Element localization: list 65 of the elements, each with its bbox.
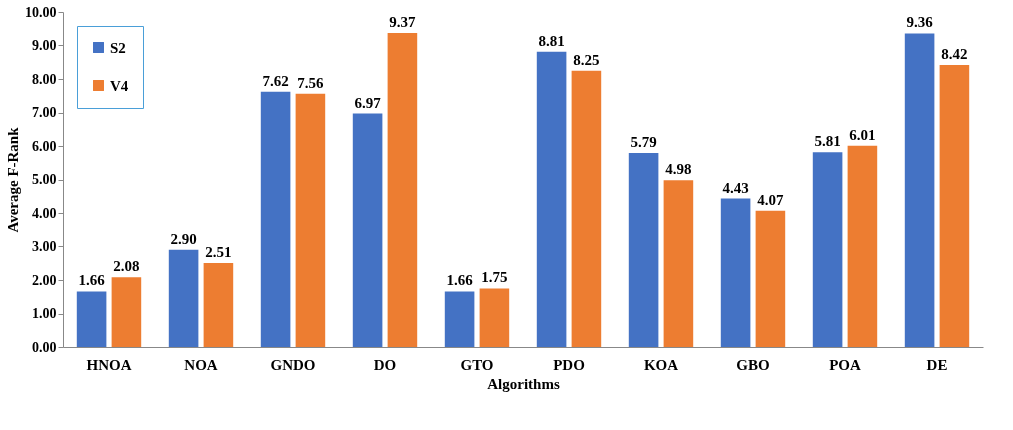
text: 8.81 (538, 32, 565, 49)
text: 5.81 (814, 133, 841, 150)
x-tick-label: GBO (736, 356, 770, 373)
y-tick-label: 8.00 (32, 71, 57, 87)
y-tick-label: 3.00 (32, 239, 57, 254)
x-tick-label: NOA (184, 356, 218, 373)
bar (536, 51, 567, 347)
x-tick-label: DO (373, 356, 397, 373)
bar (663, 180, 694, 347)
y-tick-label: 0.00 (32, 339, 57, 355)
y-tick-label: 7.00 (32, 105, 57, 120)
text: 4.98 (665, 161, 692, 178)
text: 2.08 (113, 258, 140, 275)
y-axis-title: Average F-Rank (5, 126, 21, 233)
bar (260, 91, 291, 347)
text: 2.51 (205, 243, 232, 260)
x-tick-label: PDO (553, 356, 585, 373)
bar (755, 210, 786, 347)
bar (76, 291, 107, 347)
bar (479, 288, 510, 347)
text: 9.37 (389, 14, 416, 31)
bar (904, 33, 935, 347)
y-tick-label: 9.00 (32, 38, 57, 53)
x-axis-title: Algorithms (487, 375, 560, 392)
text: 8.25 (573, 51, 600, 68)
text: 6.01 (849, 126, 876, 143)
x-tick-label: KOA (643, 356, 679, 373)
y-tick-label: 1.00 (32, 306, 57, 321)
bar (295, 93, 326, 347)
x-tick-label: HNOA (86, 356, 132, 373)
text: 4.43 (722, 179, 749, 196)
text: 8.42 (941, 45, 968, 62)
text: 1.66 (446, 272, 473, 289)
text: 7.56 (297, 74, 324, 91)
text: 5.79 (630, 134, 657, 151)
bar (352, 113, 383, 347)
bar (444, 291, 475, 347)
bar (387, 33, 418, 347)
bar (720, 198, 751, 347)
text: 6.97 (354, 94, 381, 111)
bar (571, 70, 602, 347)
bar (628, 153, 659, 347)
bar (203, 262, 234, 347)
bar (812, 152, 843, 347)
bar (939, 64, 970, 347)
x-tick-label: GTO (460, 356, 494, 373)
y-tick-label: 2.00 (32, 272, 57, 288)
legend-label: V4 (110, 77, 129, 94)
x-tick-label: GNDO (270, 356, 316, 373)
text: 1.66 (78, 272, 105, 289)
text: 1.75 (481, 269, 508, 286)
y-tick-label: 5.00 (32, 172, 57, 187)
y-tick-label: 10.00 (25, 4, 57, 20)
bar (847, 145, 878, 347)
y-tick-label: 4.00 (32, 205, 57, 221)
legend-label: S2 (110, 39, 126, 56)
bar (111, 277, 142, 347)
text: 2.90 (170, 230, 197, 247)
bar (168, 249, 199, 347)
x-tick-label: POA (829, 356, 861, 373)
text: 4.07 (757, 191, 784, 208)
text: 7.62 (262, 72, 289, 89)
x-tick-label: DE (926, 356, 948, 373)
y-tick-label: 6.00 (32, 138, 57, 154)
text: 9.36 (906, 14, 933, 31)
